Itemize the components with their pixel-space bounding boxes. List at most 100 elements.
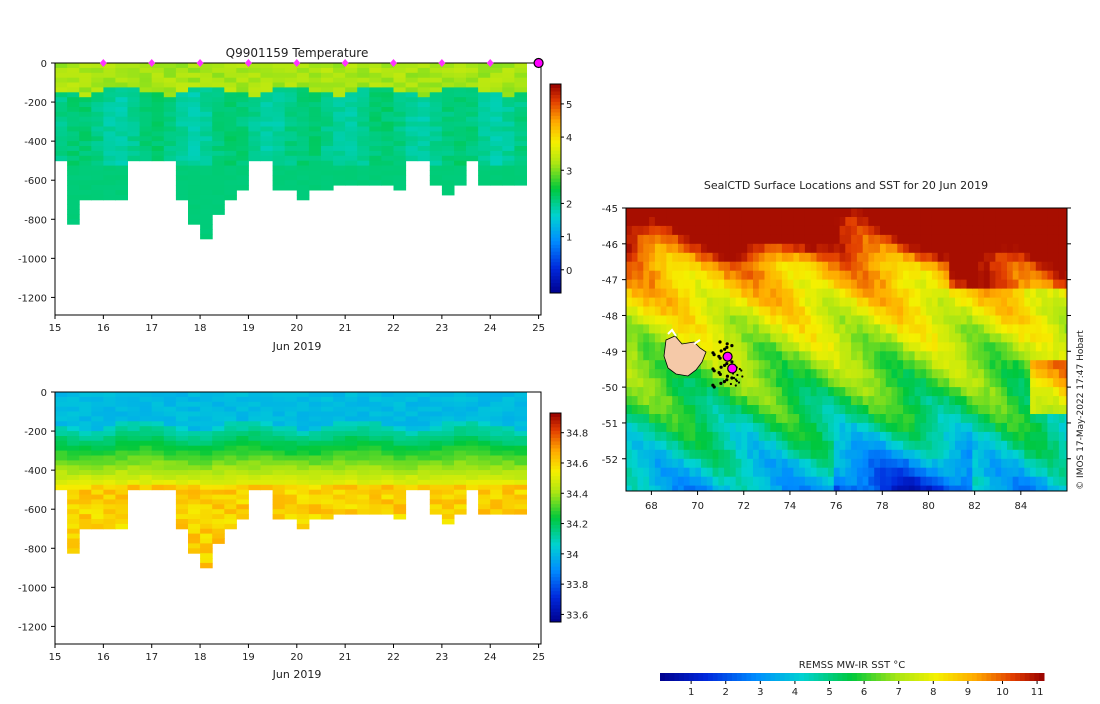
section-cell (345, 411, 358, 417)
sst-cell (822, 288, 829, 299)
section-cell (103, 455, 116, 461)
sst-cell (626, 485, 633, 491)
section-cell (151, 440, 165, 447)
sst-cell (689, 279, 696, 290)
sst-cell (741, 396, 748, 406)
section-cell (381, 489, 394, 496)
sst-cell (695, 261, 702, 272)
profile-marker (341, 59, 349, 67)
section-cell (345, 470, 358, 476)
sst-cell (793, 333, 800, 343)
sst-cell (955, 360, 962, 370)
section-cell (417, 431, 431, 437)
section-cell (284, 392, 298, 398)
section-cell (200, 538, 213, 544)
track-point (736, 373, 739, 377)
section-cell (393, 107, 407, 113)
sst-cell (689, 333, 696, 343)
sst-cell (931, 234, 939, 245)
temperature-x-axis: 15 16 17 18 19 20 21 22 23 24 25 (49, 315, 545, 334)
sst-cell (683, 306, 691, 317)
sst-colorbar-segment (919, 673, 925, 681)
section-cell (103, 175, 116, 181)
section-cell (284, 455, 298, 461)
sst-cell (891, 208, 898, 218)
section-cell (260, 155, 274, 162)
section-cell (115, 504, 128, 510)
sst-cell (1018, 431, 1025, 442)
section-cell (67, 190, 80, 196)
sst-cell (822, 279, 829, 290)
sst-cell (712, 315, 719, 326)
sst-cell (643, 431, 650, 442)
section-cell (393, 484, 407, 491)
sst-cell (776, 333, 783, 343)
section-cell (454, 416, 467, 422)
sst-cell (1001, 414, 1008, 424)
sst-cell (949, 378, 956, 388)
sst-cell (1041, 405, 1048, 415)
section-cell (405, 460, 419, 466)
section-cell (103, 180, 116, 186)
section-cell (200, 431, 213, 437)
sst-cell (943, 333, 950, 343)
section-cell (502, 484, 515, 491)
section-cell (321, 504, 334, 510)
colorbar-segment (550, 615, 561, 619)
sst-cell (972, 342, 979, 352)
section-cell (369, 126, 382, 132)
section-cell (284, 136, 298, 142)
sst-cell (989, 422, 997, 433)
sst-cell (770, 431, 777, 442)
section-cell (79, 445, 92, 452)
section-cell (381, 504, 394, 510)
sst-cell (776, 234, 783, 245)
track-point (719, 349, 723, 353)
section-cell (381, 440, 394, 447)
sst-cell (1047, 440, 1054, 451)
sst-cell (937, 208, 945, 218)
sst-cell (747, 315, 754, 326)
colorbar-segment (550, 416, 561, 421)
sst-cell (828, 458, 835, 469)
sst-cell (695, 252, 702, 263)
section-cell (321, 411, 334, 417)
sst-cell (637, 342, 644, 352)
sst-map-latitude-axis: -45-46-47-48-49-50-51-52 (602, 204, 1071, 466)
sst-cell (1030, 270, 1037, 281)
section-cell (441, 72, 455, 79)
sst-cell (770, 351, 777, 361)
sst-cell (822, 270, 829, 281)
section-cell (284, 489, 298, 496)
sst-cell (753, 225, 760, 236)
colorbar-segment (550, 132, 561, 137)
sst-cell (845, 342, 852, 352)
section-cell (67, 504, 80, 510)
sst-cell (931, 243, 939, 254)
sst-cell (955, 378, 962, 388)
sst-colorbar-tick-label: 1 (688, 687, 694, 698)
sst-cell (637, 279, 644, 290)
sst-cell (631, 431, 639, 442)
section-cell (188, 533, 201, 539)
sst-cell (1053, 378, 1060, 388)
section-cell (212, 165, 225, 171)
section-cell (163, 431, 177, 437)
sst-cell (706, 360, 714, 370)
sst-cell (1007, 333, 1014, 343)
section-cell (441, 460, 455, 466)
section-cell (381, 67, 394, 74)
section-cell (321, 155, 334, 162)
sst-cell (649, 396, 656, 406)
section-cell (393, 445, 407, 452)
colorbar-segment (550, 423, 561, 428)
section-cell (103, 126, 116, 132)
section-cell (55, 107, 68, 113)
section-cell (454, 92, 467, 98)
section-cell (321, 97, 334, 103)
section-cell (405, 155, 419, 162)
section-cell (115, 416, 128, 422)
sst-cell (822, 351, 829, 361)
sst-cell (660, 485, 667, 491)
sst-cell (1018, 476, 1025, 487)
